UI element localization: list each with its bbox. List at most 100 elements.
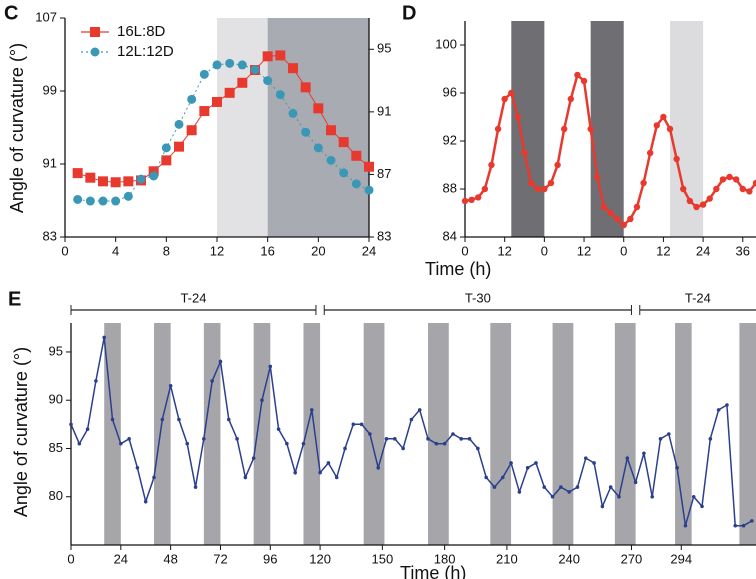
series-line: [77, 62, 370, 202]
marker: [368, 432, 372, 436]
marker: [660, 113, 667, 121]
y2-tick-label: 95: [377, 41, 391, 56]
y-tick-label: 96: [443, 84, 457, 99]
phase-shading: [675, 323, 692, 545]
panel: T-24 T-30 T-24 80 85 90 95 0 24 48 72 96 120 150 180 21…: [8, 288, 756, 579]
marker: [338, 137, 349, 148]
x-tick-label: 12: [577, 243, 591, 258]
y2-tick-label: 91: [377, 103, 391, 118]
marker: [275, 50, 286, 61]
x-tick-label: 12: [497, 243, 511, 258]
x-tick-label: 24: [114, 551, 128, 566]
marker: [127, 437, 131, 441]
marker: [475, 194, 482, 201]
marker: [658, 437, 663, 441]
marker: [186, 125, 197, 136]
marker: [468, 196, 475, 203]
marker: [642, 451, 646, 456]
marker: [594, 173, 601, 181]
marker: [276, 427, 281, 431]
marker: [185, 441, 190, 446]
marker: [719, 176, 727, 183]
phase-shading: [363, 323, 385, 545]
marker: [559, 485, 563, 489]
phase-shading: [511, 21, 545, 237]
marker: [293, 470, 297, 475]
marker: [693, 203, 700, 211]
marker: [263, 76, 273, 86]
marker: [177, 417, 181, 422]
marker: [725, 403, 729, 407]
marker: [69, 422, 73, 427]
period-label: T-30: [465, 290, 491, 305]
marker: [161, 155, 172, 166]
marker: [351, 150, 362, 161]
marker: [680, 185, 687, 193]
x-tick-label: 240: [558, 551, 580, 566]
marker: [673, 155, 680, 163]
marker: [481, 185, 489, 193]
marker: [193, 485, 198, 489]
marker: [592, 461, 596, 465]
phase-shading: [154, 323, 171, 545]
marker: [401, 446, 405, 451]
marker: [514, 113, 522, 121]
y-tick-label: 92: [443, 132, 457, 147]
x-tick-label: 24: [362, 243, 376, 258]
x-tick-label: 12: [656, 243, 670, 258]
marker: [640, 179, 647, 187]
marker: [384, 437, 389, 441]
marker: [73, 194, 83, 204]
marker: [567, 490, 571, 494]
marker: [583, 456, 588, 460]
y-tick-label: 91: [43, 155, 57, 170]
x-tick-label: 48: [163, 551, 177, 566]
marker: [111, 196, 121, 206]
marker: [600, 203, 608, 211]
phase-shading: [614, 323, 636, 545]
marker: [288, 63, 298, 74]
y-tick-label: 99: [43, 82, 57, 97]
marker: [149, 171, 159, 181]
marker: [608, 485, 613, 489]
phase-shading: [552, 323, 574, 545]
marker: [174, 119, 184, 129]
marker: [666, 125, 674, 133]
marker: [700, 504, 704, 509]
marker: [417, 408, 422, 412]
legend-marker: [90, 47, 100, 57]
marker: [617, 494, 621, 499]
marker: [343, 446, 347, 451]
marker: [732, 176, 740, 183]
marker: [326, 155, 336, 165]
marker: [364, 161, 374, 172]
marker: [492, 485, 497, 489]
marker: [708, 437, 713, 441]
marker: [459, 437, 464, 441]
marker: [210, 379, 214, 383]
marker: [318, 470, 322, 475]
marker: [667, 432, 671, 436]
x-axis-label: Time (h): [425, 259, 491, 279]
marker: [541, 185, 548, 193]
x-tick-label: 294: [670, 551, 692, 566]
marker: [691, 494, 696, 499]
marker: [225, 58, 235, 68]
marker: [600, 504, 605, 509]
marker: [442, 441, 447, 446]
panel: 84 88 92 96 100 0 12 0 12 0 12 24 36 D Time (h): [402, 2, 756, 279]
marker: [574, 71, 581, 79]
marker: [359, 422, 364, 427]
marker: [580, 77, 588, 85]
marker: [301, 127, 311, 137]
legend-marker: [90, 27, 100, 37]
y-tick-label: 83: [43, 228, 57, 243]
marker: [409, 417, 414, 422]
marker: [226, 417, 231, 422]
marker: [550, 494, 555, 499]
x-tick-label: 16: [260, 243, 274, 258]
marker: [750, 519, 754, 523]
y-tick-label: 90: [49, 392, 63, 407]
marker: [625, 456, 630, 460]
marker: [275, 90, 285, 100]
